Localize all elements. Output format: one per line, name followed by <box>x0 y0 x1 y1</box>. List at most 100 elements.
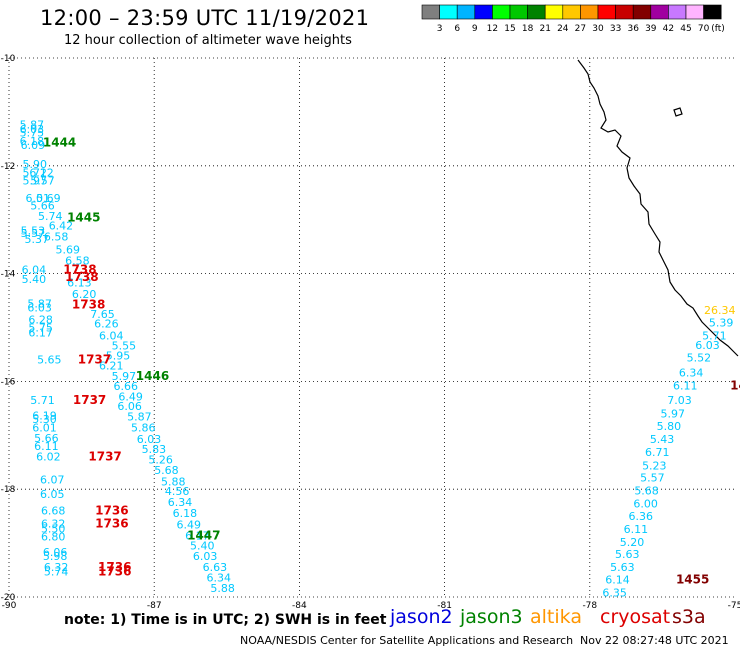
wave-height-value: 6.04 <box>22 264 47 277</box>
wave-height-value: 6.17 <box>185 529 210 542</box>
wave-height-value: 6.11 <box>624 523 649 536</box>
legend-tick-label: 45 <box>680 24 691 34</box>
wave-height-value: 5.39 <box>709 316 734 329</box>
wave-height-value: 5.74 <box>44 565 69 578</box>
wave-height-value: 6.01 <box>32 422 57 435</box>
wave-height-value: 6.58 <box>65 254 90 267</box>
peru-coastline <box>577 59 739 357</box>
pass-time-label: 1444 <box>43 135 76 149</box>
legend-swatch <box>703 4 722 20</box>
wave-height-value: 5.80 <box>657 420 682 433</box>
pass-time-label: 1455 <box>676 573 709 587</box>
wave-height-value: 5.53 <box>21 224 45 237</box>
wave-height-value: 6.03 <box>193 550 218 563</box>
wave-height-value: 5.23 <box>642 459 667 472</box>
lake-outline <box>673 107 683 117</box>
lat-tick-label: -20 <box>1 593 16 603</box>
wave-height-value: 5.88 <box>210 582 235 595</box>
legend-tick-label: 6 <box>454 24 460 34</box>
legend-tick-label: 12 <box>487 24 498 34</box>
wave-height-value: 6.58 <box>44 231 69 244</box>
wave-height-value: 6.20 <box>72 288 97 301</box>
legend-tick-label: 3 <box>437 24 443 34</box>
wave-height-value: 5.43 <box>650 433 675 446</box>
lat-tick-label: -12 <box>1 162 16 172</box>
wave-height-value: 6.11 <box>34 440 59 453</box>
wave-height-value: 6.35 <box>602 586 627 599</box>
wave-height-value: 6.63 <box>203 561 228 574</box>
wave-height-value: 5.57 <box>640 472 665 485</box>
wave-height-value: 5.71 <box>30 394 54 407</box>
wave-height-value: 6.34 <box>168 496 193 509</box>
pass-time-label: 1736 <box>98 560 131 574</box>
pass-time-label: 1446 <box>136 369 169 383</box>
wave-height-value: 6.01 <box>25 192 50 205</box>
pass-time-label: 1738 <box>72 298 105 312</box>
legend-tick-label: 21 <box>539 24 550 34</box>
pass-time-label: 1737 <box>73 393 106 407</box>
wave-height-value: 6.07 <box>40 473 64 486</box>
pass-time-labels: 1444144517381738173817371446173717371736… <box>43 135 740 586</box>
wave-height-value: 5.50 <box>41 522 66 535</box>
legend-tick-label: 39 <box>645 24 657 34</box>
wave-height-value: 6.36 <box>629 510 654 523</box>
wave-height-labels: 5.876.035.756.186.095.905.726.125.975.57… <box>20 119 736 600</box>
lon-tick-label: -78 <box>582 601 597 611</box>
lon-tick-label: -84 <box>292 601 307 611</box>
wave-height-value: 6.32 <box>41 517 66 530</box>
wave-height-value: 5.97 <box>112 370 137 383</box>
wave-height-value: 6.14 <box>605 574 630 587</box>
wave-height-value: 5.26 <box>148 453 173 466</box>
wave-height-value: 5.40 <box>22 273 47 286</box>
wave-height-value: 5.74 <box>38 210 63 223</box>
wave-height-value: 6.03 <box>27 301 51 314</box>
wave-height-value: 6.71 <box>645 446 670 459</box>
mission-label-s3a: s3a <box>672 606 706 628</box>
wave-height-value: 5.55 <box>112 340 137 353</box>
coastline <box>577 59 739 357</box>
pass-time-label: 1737 <box>88 450 121 464</box>
wave-height-value: 5.97 <box>23 175 48 188</box>
wave-height-value: 5.68 <box>634 485 659 498</box>
wave-height-value: 6.17 <box>28 327 53 340</box>
map-grid <box>8 57 735 598</box>
lon-tick-label: -90 <box>2 601 17 611</box>
wave-height-value: 7.03 <box>667 394 692 407</box>
pass-time-label: 1445 <box>67 210 100 224</box>
wave-height-value: 5.69 <box>55 244 80 257</box>
legend-tick-label: 30 <box>592 24 604 34</box>
wave-height-value: 5.98 <box>43 550 68 563</box>
wave-height-value: 6.19 <box>32 410 57 423</box>
wave-height-value: 5.86 <box>131 422 156 435</box>
wave-height-value: 6.11 <box>673 379 698 392</box>
lat-tick-label: -14 <box>1 270 16 280</box>
wave-height-value: 5.20 <box>620 536 645 549</box>
wave-height-value: 6.21 <box>99 360 124 373</box>
lat-tick-label: -18 <box>1 485 16 495</box>
page-title: 12:00 – 23:59 UTC 11/19/2021 <box>40 6 370 30</box>
wave-height-value: 6.18 <box>173 507 198 520</box>
wave-height-value: 5.63 <box>615 548 640 561</box>
wave-height-value: 6.18 <box>20 135 45 148</box>
wave-height-value: 6.03 <box>20 123 45 136</box>
wave-height-value: 6.42 <box>49 219 74 232</box>
wave-height-value: 6.05 <box>40 488 64 501</box>
legend-tick-label: 24 <box>557 24 569 34</box>
wave-height-value: 6.49 <box>118 390 143 403</box>
page-subtitle: 12 hour collection of altimeter wave hei… <box>64 33 352 48</box>
pass-time-label: 14 <box>730 378 740 392</box>
pass-time-label: 1736 <box>95 516 128 530</box>
lon-tick-label: -81 <box>437 601 452 611</box>
wave-height-value: 6.09 <box>21 139 45 152</box>
lon-tick-label: -87 <box>147 601 162 611</box>
legend-tick-label: 9 <box>472 24 478 34</box>
wave-height-value: 6.03 <box>137 433 162 446</box>
wave-height-value: 4.56 <box>165 485 190 498</box>
wave-height-value: 5.40 <box>190 540 215 553</box>
wave-height-value: 5.57 <box>30 175 54 188</box>
wave-height-value: 6.12 <box>29 167 54 180</box>
wave-height-value: 6.80 <box>41 530 66 543</box>
mission-label-jason2: jason2 <box>390 606 453 628</box>
wave-height-value: 5.87 <box>20 119 45 132</box>
wave-height-value: 6.13 <box>67 277 92 290</box>
